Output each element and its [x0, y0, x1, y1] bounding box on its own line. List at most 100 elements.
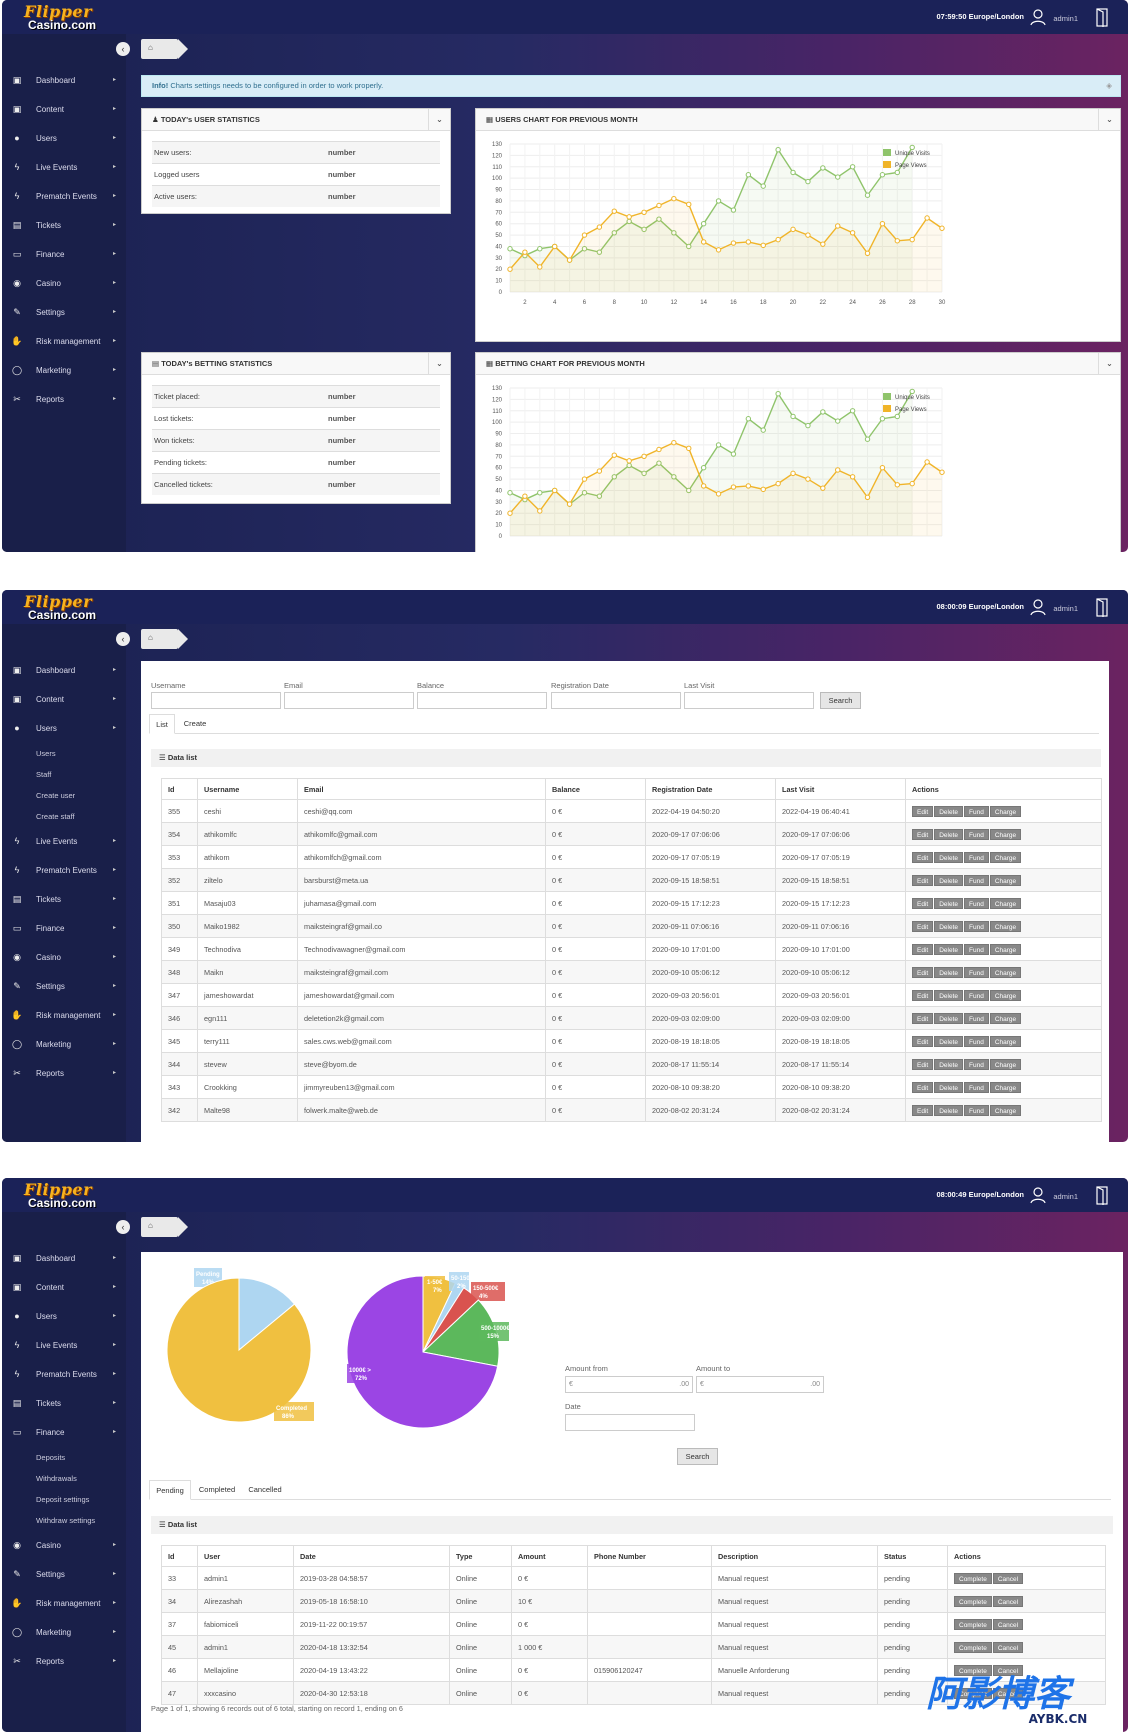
row-action-button[interactable]: Delete — [934, 805, 963, 817]
home-icon[interactable]: ⌂ — [148, 633, 153, 642]
row-action-button[interactable]: Fund — [964, 1104, 989, 1116]
dismiss-icon[interactable]: ◈ — [1106, 81, 1112, 90]
sidebar-item[interactable]: ϟ Live Events ▸ — [2, 1331, 126, 1360]
row-action-button[interactable]: Delete — [934, 851, 963, 863]
sidebar-subitem[interactable]: Withdrawals — [36, 1474, 77, 1483]
column-header[interactable]: Id — [161, 1545, 198, 1567]
column-header[interactable]: Email — [297, 778, 546, 800]
tab-completed[interactable]: Completed — [198, 1485, 236, 1494]
row-action-button[interactable]: Fund — [964, 989, 989, 1001]
row-action-button[interactable]: Fund — [964, 1058, 989, 1070]
row-action-button[interactable]: Complete — [954, 1664, 992, 1676]
sidebar-item[interactable]: ● Users ▸ — [2, 1302, 126, 1331]
date-input[interactable] — [565, 1414, 695, 1431]
row-action-button[interactable]: Edit — [912, 874, 934, 886]
sidebar-item[interactable]: ✋ Risk management ▸ — [2, 327, 126, 356]
chevron-down-icon[interactable]: ⌄ — [1098, 109, 1120, 130]
sidebar-item[interactable]: ✎ Settings ▸ — [2, 972, 126, 1001]
row-action-button[interactable]: Edit — [912, 966, 934, 978]
row-action-button[interactable]: Edit — [912, 805, 934, 817]
user-avatar-icon[interactable] — [1030, 8, 1046, 26]
row-action-button[interactable]: Edit — [912, 1081, 934, 1093]
row-action-button[interactable]: Delete — [934, 1104, 963, 1116]
column-header[interactable]: Amount — [511, 1545, 588, 1567]
breadcrumb[interactable]: ⌂ — [141, 629, 188, 649]
sidebar-item[interactable]: ▤ Tickets ▸ — [2, 1389, 126, 1418]
user-avatar-icon[interactable] — [1030, 1186, 1046, 1204]
row-action-button[interactable]: Fund — [964, 943, 989, 955]
sidebar-item[interactable]: ◉ Casino ▸ — [2, 269, 126, 298]
sidebar-item[interactable]: ✂ Reports ▸ — [2, 1059, 126, 1088]
username-label[interactable]: admin1 — [1053, 14, 1078, 23]
breadcrumb[interactable]: ⌂ — [141, 39, 188, 59]
column-header[interactable]: Actions — [905, 778, 1102, 800]
row-action-button[interactable]: Charge — [989, 897, 1022, 909]
search-button[interactable]: Search — [677, 1448, 718, 1465]
email-filter-input[interactable] — [284, 692, 414, 709]
sidebar-item[interactable]: ▣ Dashboard ▸ — [2, 656, 126, 685]
row-action-button[interactable]: Fund — [964, 897, 989, 909]
row-action-button[interactable]: Cancel — [992, 1618, 1024, 1630]
sidebar-item[interactable]: ▣ Content ▸ — [2, 95, 126, 124]
row-action-button[interactable]: Fund — [964, 828, 989, 840]
row-action-button[interactable]: Delete — [934, 1012, 963, 1024]
row-action-button[interactable]: Complete — [954, 1618, 992, 1630]
row-action-button[interactable]: Fund — [964, 805, 989, 817]
sidebar-subitem[interactable]: Create staff — [36, 812, 75, 821]
amount-from-input[interactable]: € .00 — [565, 1376, 693, 1393]
sidebar-item[interactable]: ▤ Tickets ▸ — [2, 211, 126, 240]
tab-create[interactable]: Create — [183, 719, 207, 728]
row-action-button[interactable]: Delete — [934, 989, 963, 1001]
logo[interactable]: Flipper Casino.com — [24, 592, 97, 622]
column-header[interactable]: Username — [197, 778, 298, 800]
chevron-down-icon[interactable]: ⌄ — [428, 353, 450, 374]
row-action-button[interactable]: Edit — [912, 851, 934, 863]
column-header[interactable]: User — [197, 1545, 294, 1567]
sidebar-item[interactable]: ● Users ▸ — [2, 124, 126, 153]
row-action-button[interactable]: Cancel — [992, 1572, 1024, 1584]
column-header[interactable]: Description — [711, 1545, 878, 1567]
collapse-sidebar-icon[interactable]: ‹ — [116, 42, 130, 56]
row-action-button[interactable]: Fund — [964, 920, 989, 932]
sidebar-item[interactable]: ◯ Marketing ▸ — [2, 1030, 126, 1059]
sidebar-item[interactable]: ✎ Settings ▸ — [2, 298, 126, 327]
row-action-button[interactable]: Fund — [964, 1081, 989, 1093]
row-action-button[interactable]: Edit — [912, 1104, 934, 1116]
column-header[interactable]: Balance — [545, 778, 646, 800]
username-filter-input[interactable] — [151, 692, 281, 709]
row-action-button[interactable]: Charge — [989, 989, 1022, 1001]
row-action-button[interactable]: Complete — [954, 1572, 992, 1584]
row-action-button[interactable]: Cancel — [992, 1641, 1024, 1653]
sidebar-item[interactable]: ▣ Dashboard ▸ — [2, 1244, 126, 1273]
row-action-button[interactable]: Edit — [912, 920, 934, 932]
row-action-button[interactable]: Charge — [989, 1081, 1022, 1093]
row-action-button[interactable]: Fund — [964, 1035, 989, 1047]
row-action-button[interactable]: Charge — [989, 874, 1022, 886]
row-action-button[interactable]: Delete — [934, 1081, 963, 1093]
user-avatar-icon[interactable] — [1030, 598, 1046, 616]
collapse-sidebar-icon[interactable]: ‹ — [116, 1220, 130, 1234]
row-action-button[interactable]: Edit — [912, 943, 934, 955]
sidebar-subitem[interactable]: Deposits — [36, 1453, 66, 1462]
column-header[interactable]: Registration Date — [645, 778, 776, 800]
row-action-button[interactable]: Edit — [912, 828, 934, 840]
sidebar-item[interactable]: ✋ Risk management ▸ — [2, 1001, 126, 1030]
row-action-button[interactable]: Fund — [964, 851, 989, 863]
column-header[interactable]: Status — [877, 1545, 948, 1567]
sidebar-subitem[interactable]: Deposit settings — [36, 1495, 90, 1504]
sidebar-item[interactable]: ϟ Prematch Events ▸ — [2, 182, 126, 211]
row-action-button[interactable]: Delete — [934, 966, 963, 978]
chevron-down-icon[interactable]: ⌄ — [428, 109, 450, 130]
logo[interactable]: Flipper Casino.com — [24, 2, 97, 32]
logo[interactable]: Flipper Casino.com — [24, 1180, 97, 1210]
collapse-sidebar-icon[interactable]: ‹ — [116, 632, 130, 646]
sidebar-item[interactable]: ▭ Finance ▸ — [2, 240, 126, 269]
sidebar-item[interactable]: ϟ Prematch Events ▸ — [2, 856, 126, 885]
column-header[interactable]: Date — [293, 1545, 450, 1567]
row-action-button[interactable]: Charge — [989, 1035, 1022, 1047]
row-action-button[interactable]: Edit — [912, 1012, 934, 1024]
row-action-button[interactable]: Delete — [934, 943, 963, 955]
logout-icon[interactable] — [1094, 8, 1110, 27]
tab-pending[interactable]: Pending — [149, 1480, 191, 1500]
logout-icon[interactable] — [1094, 598, 1110, 617]
